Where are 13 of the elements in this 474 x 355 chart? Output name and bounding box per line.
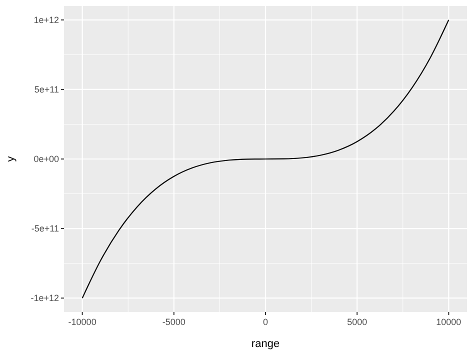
y-tick-label: -1e+12: [30, 293, 59, 304]
y-tick-label: 0e+00: [34, 154, 59, 164]
line-series: [82, 19, 450, 299]
y-tick-label: 1e+12: [34, 14, 59, 25]
x-tick-label: -5000: [162, 317, 186, 327]
y-tick-label: -5e+11: [31, 224, 59, 234]
x-tick-label: 10000: [436, 317, 462, 327]
x-tick-label: -10000: [68, 317, 96, 327]
x-tick-label: 0: [262, 317, 268, 327]
y-axis-title: y: [5, 156, 17, 162]
x-axis-title: range: [251, 338, 280, 350]
y-tick-label: 5e+11: [34, 84, 59, 94]
x-tick-label: 5000: [347, 317, 368, 327]
